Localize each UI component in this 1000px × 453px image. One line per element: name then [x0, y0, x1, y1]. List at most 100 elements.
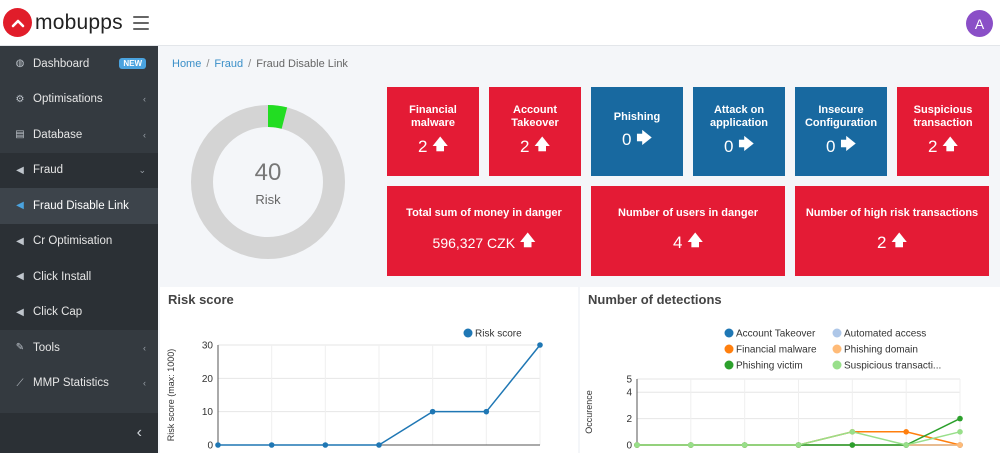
chevron-left-icon: ‹ [143, 129, 146, 140]
data-point [483, 408, 490, 415]
sidebar-item-label: Database [33, 128, 83, 141]
sidebar-item-fraud-disable-link[interactable]: ◀ Fraud Disable Link [0, 188, 158, 224]
data-point [215, 442, 221, 448]
tile-money-in-danger[interactable]: Total sum of money in danger 596,327 CZK… [387, 186, 581, 276]
breadcrumb-fraud-link[interactable]: Fraud [214, 58, 244, 70]
sidebar-item-label: MMP Statistics [33, 377, 109, 390]
sidebar-item-label: Click Cap [33, 306, 83, 319]
legend-label: Account Takeover [736, 329, 816, 340]
sidebar-item-click-cap[interactable]: ◀ Click Cap [0, 294, 158, 330]
data-point [741, 442, 748, 448]
tile-insecure-configuration[interactable]: Insecure Configuration 0 🡆 [795, 87, 887, 176]
chevron-left-icon: ‹ [143, 342, 146, 353]
top-bar: mobupps A [0, 0, 1000, 46]
tile-title: Number of high risk transactions [805, 207, 979, 219]
arrow-up-icon: 🡅 [891, 232, 907, 249]
bullhorn-icon: ◀ [16, 271, 24, 283]
brand-logo[interactable]: mobupps [3, 8, 123, 37]
breadcrumb-separator: / [206, 58, 210, 70]
gauge-label: Risk [255, 192, 281, 207]
tile-title: Insecure Configuration [804, 104, 878, 129]
arrow-up-icon: 🡅 [687, 232, 703, 249]
data-point [688, 442, 694, 448]
tile-users-in-danger[interactable]: Number of users in danger 4 🡅 [591, 186, 785, 276]
sidebar-item-database[interactable]: ▤ Database ‹ [0, 117, 158, 153]
data-point [957, 415, 963, 422]
arrow-right-icon: 🡆 [636, 129, 652, 147]
tile-title: Financial malware [409, 104, 457, 129]
chevron-left-icon: ‹ [143, 378, 146, 389]
sidebar-item-fraud[interactable]: ◀ Fraud ⌄ [0, 152, 158, 188]
user-avatar[interactable]: A [966, 10, 993, 37]
tile-title: Number of users in danger [618, 207, 758, 219]
risk-gauge: 40 Risk [190, 104, 346, 260]
sidebar-item-label: Click Install [33, 270, 92, 283]
chevron-left-icon: ‹ [143, 94, 146, 105]
breadcrumb-current: Fraud Disable Link [256, 58, 348, 70]
breadcrumb-home-link[interactable]: Home [172, 58, 202, 70]
sidebar-item-dashboard[interactable]: ◍ Dashboard NEW [0, 46, 158, 82]
bullhorn-icon: ◀ [16, 164, 24, 176]
sidebar-item-optimisations[interactable]: ⚙ Optimisations ‹ [0, 82, 158, 118]
arrow-right-icon: 🡆 [738, 136, 754, 153]
sidebar-item-mmp-statistics[interactable]: ⟋ MMP Statistics ‹ [0, 366, 158, 402]
data-point [849, 429, 856, 435]
tile-value: 596,327 CZK [432, 234, 516, 251]
tile-title: Attack on application [709, 104, 769, 129]
tile-value: 4 [673, 232, 683, 252]
dashboard-icon: ◍ [15, 58, 25, 70]
bullhorn-icon: ◀ [16, 306, 24, 318]
data-point [634, 442, 640, 448]
sidebar-item-label: Dashboard [33, 57, 90, 70]
tile-suspicious-transaction[interactable]: Suspicious transaction 2 🡅 [897, 87, 989, 176]
arrow-right-icon: 🡆 [840, 136, 856, 153]
legend-marker [832, 360, 842, 370]
tile-phishing[interactable]: Phishing 0 🡆 [591, 87, 683, 176]
menu-toggle-icon[interactable] [132, 15, 149, 30]
tile-high-risk-transactions[interactable]: Number of high risk transactions 2 🡅 [795, 186, 989, 276]
y-axis-label: Occurence [584, 390, 594, 434]
risk-score-panel: Risk score 0 10 20 30 Risk score (max: 1000)… [160, 287, 578, 453]
sidebar-item-cr-optimisation[interactable]: ◀ Cr Optimisation [0, 223, 158, 259]
data-point [429, 408, 436, 415]
logo-mark-icon [3, 8, 32, 37]
data-point [322, 442, 329, 448]
y-tick-label: 2 [626, 414, 632, 425]
tile-attack-on-application[interactable]: Attack on application 0 🡆 [693, 87, 785, 176]
sidebar-item-label: Tools [33, 341, 60, 354]
legend-label: Financial malware [736, 345, 817, 356]
bullhorn-icon: ◀ [16, 200, 24, 212]
legend-label: Risk score [475, 329, 522, 340]
sidebar-item-click-install[interactable]: ◀ Click Install [0, 259, 158, 295]
y-tick-label: 0 [626, 441, 632, 452]
line-chart-icon: ⟋ [16, 377, 24, 389]
data-point [537, 342, 543, 348]
legend-marker [724, 344, 734, 354]
arrow-up-icon: 🡅 [432, 136, 448, 153]
tile-title: Account Takeover [511, 104, 559, 129]
sidebar-item-label: Fraud Disable Link [33, 199, 129, 212]
tile-account-takeover[interactable]: Account Takeover 2 🡅 [489, 87, 581, 176]
legend-marker [724, 328, 734, 338]
legend-marker [724, 360, 734, 370]
panel-title: Number of detections [588, 292, 722, 307]
data-point [849, 442, 856, 448]
database-icon: ▤ [15, 129, 25, 141]
sidebar-item-tools[interactable]: ✎ Tools ‹ [0, 330, 158, 366]
data-point [795, 442, 802, 448]
tile-value: 2 [418, 136, 428, 156]
brand-name: mobupps [35, 10, 123, 34]
bullhorn-icon: ◀ [16, 235, 24, 247]
sidebar: ◍ Dashboard NEW ⚙ Optimisations ‹ ▤ Data… [0, 46, 158, 453]
data-point [903, 442, 909, 448]
tile-value: 0 [622, 130, 632, 149]
arrow-up-icon: 🡅 [520, 232, 536, 249]
legend-marker [463, 328, 473, 338]
legend-marker [832, 328, 842, 338]
tile-financial-malware[interactable]: Financial malware 2 🡅 [387, 87, 479, 176]
sidebar-collapse-button[interactable]: ‹ [0, 413, 158, 453]
legend-label: Phishing domain [844, 345, 918, 356]
y-tick-label: 4 [626, 388, 632, 399]
data-point [268, 442, 275, 448]
tile-title: Suspicious transaction [913, 104, 973, 129]
